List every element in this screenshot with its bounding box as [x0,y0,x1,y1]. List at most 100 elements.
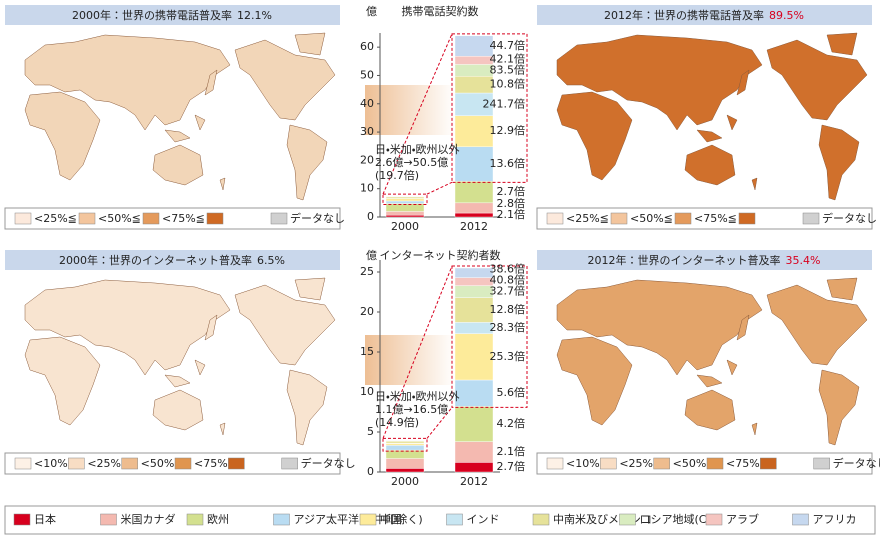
map-rate: 6.5% [257,254,285,267]
bar-segment [454,462,494,473]
connector [382,33,453,195]
growth-label: 10.8倍 [490,78,526,91]
legend-swatch [792,513,809,526]
highlight-box [382,437,428,452]
y-tick-label: 15 [360,345,374,358]
map-legend-swatch [653,457,670,470]
legend-label: インド [467,513,500,526]
map-legend-frame [536,452,873,475]
decor-band [365,335,455,385]
bar-segment [454,322,494,334]
map-legend-label: <75%≦ [694,212,737,225]
bar-segment [385,200,425,204]
map-title-text: 2000年：世界のインターネット普及率 [59,253,252,267]
y-tick-label: 60 [360,40,374,53]
x-tick-label: 2012 [460,220,488,233]
legend-swatch [359,513,377,526]
y-tick-label: 20 [360,305,374,318]
bar-segment [454,202,494,214]
bar-segment [454,297,494,323]
map-title: 2012年：世界の携帯電話普及率 89.5% [604,8,804,22]
map-legend-swatch [546,212,564,225]
map-legend-swatch [760,457,777,470]
map-legend-frame [4,207,341,230]
map-legend-frame [536,207,873,230]
y-tick-label: 20 [360,153,374,166]
legend-swatch [705,513,723,526]
map-rate: 89.5% [769,9,804,22]
bar-segment [385,214,425,218]
bar-segment [385,196,425,199]
map-rate: 35.4% [786,254,821,267]
legend-swatch [532,513,550,526]
growth-label: 12.9倍 [490,124,526,137]
growth-label: 40.8倍 [490,274,526,287]
y-tick-label: 40 [360,97,374,110]
map-legend-label: <10%≦ [34,457,77,470]
legend-swatch [100,513,117,526]
growth-label: 28.3倍 [490,321,526,334]
legend-label: 中国 [380,513,402,526]
map-legend-swatch [142,212,160,225]
map-legend-label: <50%≦ [141,457,184,470]
growth-label: 5.6倍 [497,386,526,399]
chart-title: 携帯電話契約数 [402,4,479,18]
map-legend-swatch [600,457,617,470]
bar-segment [454,441,494,463]
highlight-box [451,33,528,183]
unit-label: 億 [366,249,377,262]
bar-segment [454,146,494,182]
map-legend-label: <25%≦ [34,212,77,225]
legend-swatch [273,513,290,526]
annotation: (19.7倍) [375,169,419,182]
map-legend-swatch [14,212,32,225]
bar-segment [454,333,494,381]
decor-band [365,85,455,135]
bar-segment [385,441,425,444]
annotation: 2.6億→50.5億 [375,156,448,169]
connector [426,181,453,195]
growth-label: 2.1倍 [497,208,526,221]
map-legend-label: <50%≦ [630,212,673,225]
world-map [556,32,868,201]
map-legend-label: データなし [301,456,356,470]
chart-title: インターネット契約者数 [380,248,501,262]
map-legend-label: データなし [833,456,880,470]
bar-segment [454,64,494,77]
map-legend-swatch [610,212,628,225]
legend-label: アラブ [726,512,759,526]
map-legend-label: <50%≦ [98,212,141,225]
growth-label: 2.7倍 [497,460,526,473]
world-map [24,277,336,446]
legend-swatch [619,513,636,526]
bar-segment [454,76,494,94]
annotation: 1.1億→16.5億 [375,403,448,416]
growth-label: 241.7倍 [483,97,526,110]
growth-label: 83.5倍 [490,63,526,76]
legend-label: アフリカ [813,513,857,526]
map-legend-label: <75%≦ [162,212,205,225]
bar-segment [454,406,494,442]
y-tick-label: 0 [367,210,374,223]
map-legend-swatch [674,212,692,225]
growth-label: 4.2倍 [497,417,526,430]
legend-label: アジア太平洋(日中印除く) [294,512,423,526]
map-legend-label: データなし [290,211,345,225]
bar-segment [454,115,494,147]
map-legend-swatch [706,457,724,470]
highlight-box [382,193,428,206]
growth-label: 13.6倍 [490,157,526,170]
connector [426,407,453,439]
map-title: 2000年：世界の携帯電話普及率 12.1% [72,8,272,22]
map-legend-label: <25%≦ [566,212,609,225]
bar-segment [454,35,494,57]
bar-segment [454,267,494,278]
bar-segment [454,379,494,407]
map-legend-label: <75%≦ [726,457,769,470]
map-legend-label: <25%≦ [619,457,662,470]
bar-segment [454,181,494,204]
y-tick-label: 50 [360,68,374,81]
world-map [556,277,868,446]
growth-label: 2.8倍 [497,197,526,210]
